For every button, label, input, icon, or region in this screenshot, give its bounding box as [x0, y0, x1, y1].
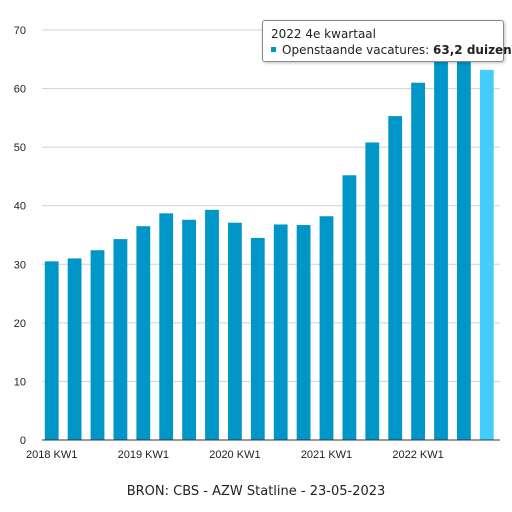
y-tick-label: 30: [14, 259, 26, 271]
bar-highlighted[interactable]: [479, 69, 494, 440]
y-tick-label: 50: [14, 142, 26, 154]
x-tick-label: 2020 KW1: [209, 449, 260, 461]
bar[interactable]: [44, 261, 59, 440]
tooltip-value: 63,2 duizend: [433, 43, 512, 57]
y-tick-label: 60: [14, 84, 26, 96]
tooltip-title: 2022 4e kwartaal: [271, 27, 376, 41]
axes: 0 10 20 30 40 50 60 70 2018 KW1 2019 KW1 2020 KW1 2…: [14, 25, 500, 461]
bar[interactable]: [228, 222, 242, 440]
bar[interactable]: [182, 219, 196, 440]
y-tick-label: 10: [14, 376, 26, 388]
chart-tooltip: 2022 4e kwartaal Openstaande vacatures: …: [262, 20, 512, 62]
x-tick-label: 2021 KW1: [301, 449, 352, 461]
bar[interactable]: [342, 175, 357, 440]
bar[interactable]: [434, 59, 448, 440]
y-tick-label: 20: [14, 318, 26, 330]
gridlines: [42, 29, 500, 382]
bar[interactable]: [457, 59, 471, 440]
bar[interactable]: [67, 258, 82, 440]
series-marker-icon: [271, 47, 276, 52]
bar[interactable]: [388, 116, 403, 440]
x-tick-label: 2019 KW1: [118, 449, 169, 461]
x-tick-label: 2022 KW1: [392, 449, 443, 461]
bar[interactable]: [159, 213, 174, 440]
y-tick-label: 40: [14, 201, 26, 213]
bars: [44, 59, 494, 441]
bar[interactable]: [411, 82, 425, 441]
bar[interactable]: [205, 209, 219, 440]
tooltip-row: Openstaande vacatures: 63,2 duizend: [271, 42, 512, 58]
bar[interactable]: [296, 225, 311, 440]
bar[interactable]: [365, 142, 380, 440]
y-tick-label: 0: [20, 435, 26, 447]
bar[interactable]: [250, 237, 265, 440]
y-tick-label: 70: [14, 25, 26, 37]
tooltip-series-label: Openstaande vacatures:: [282, 43, 430, 57]
bar[interactable]: [113, 239, 128, 440]
bar[interactable]: [273, 224, 288, 440]
source-caption: BRON: CBS - AZW Statline - 23-05-2023: [126, 484, 386, 499]
bar[interactable]: [90, 250, 105, 440]
bar[interactable]: [136, 226, 151, 440]
x-tick-label: 2018 KW1: [26, 449, 77, 461]
bar[interactable]: [319, 216, 334, 440]
